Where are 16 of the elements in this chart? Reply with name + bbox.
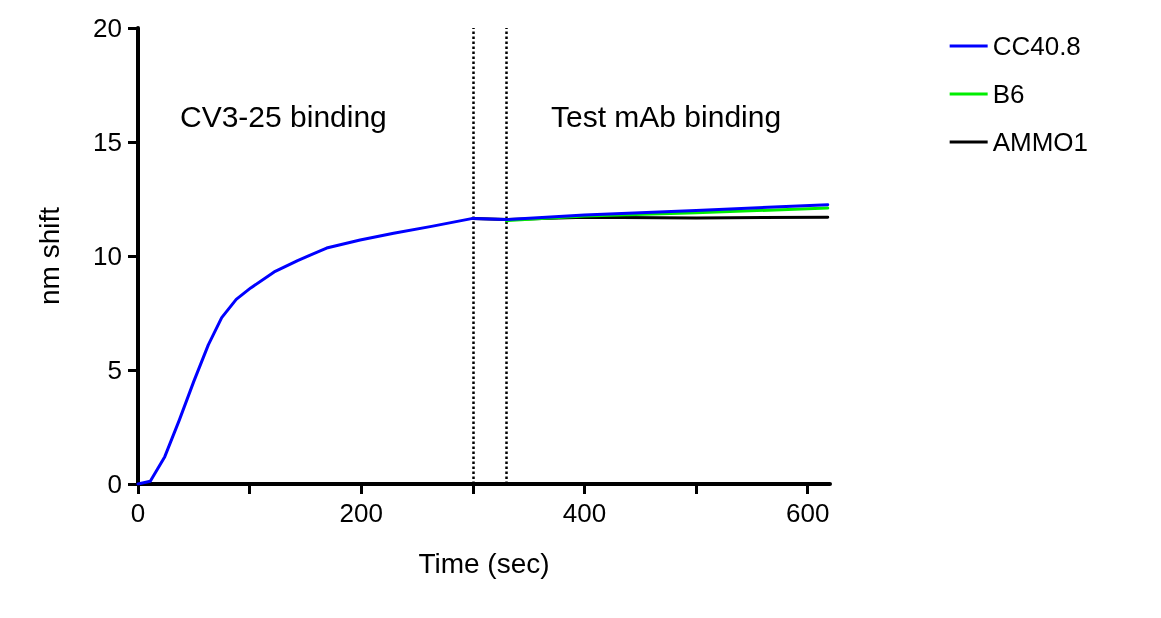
legend-label: AMMO1 <box>992 127 1088 157</box>
x-axis-title: Time (sec) <box>418 547 550 579</box>
x-tick-label: 0 <box>130 498 146 528</box>
x-tick-label: 600 <box>785 498 830 528</box>
annotation: CV3-25 binding <box>180 99 387 133</box>
y-tick-label: 15 <box>93 127 122 157</box>
y-tick-label: 10 <box>93 241 122 271</box>
legend-label: CC40.8 <box>992 31 1081 61</box>
y-tick-label: 20 <box>93 13 122 43</box>
y-axis-title: nm shift <box>33 206 65 306</box>
annotation: Test mAb binding <box>551 99 782 133</box>
y-tick-label: 0 <box>107 469 122 499</box>
y-tick-label: 5 <box>107 355 122 385</box>
x-tick-label: 200 <box>339 498 383 528</box>
x-tick-label: 400 <box>562 498 607 528</box>
legend-label: B6 <box>992 79 1025 109</box>
